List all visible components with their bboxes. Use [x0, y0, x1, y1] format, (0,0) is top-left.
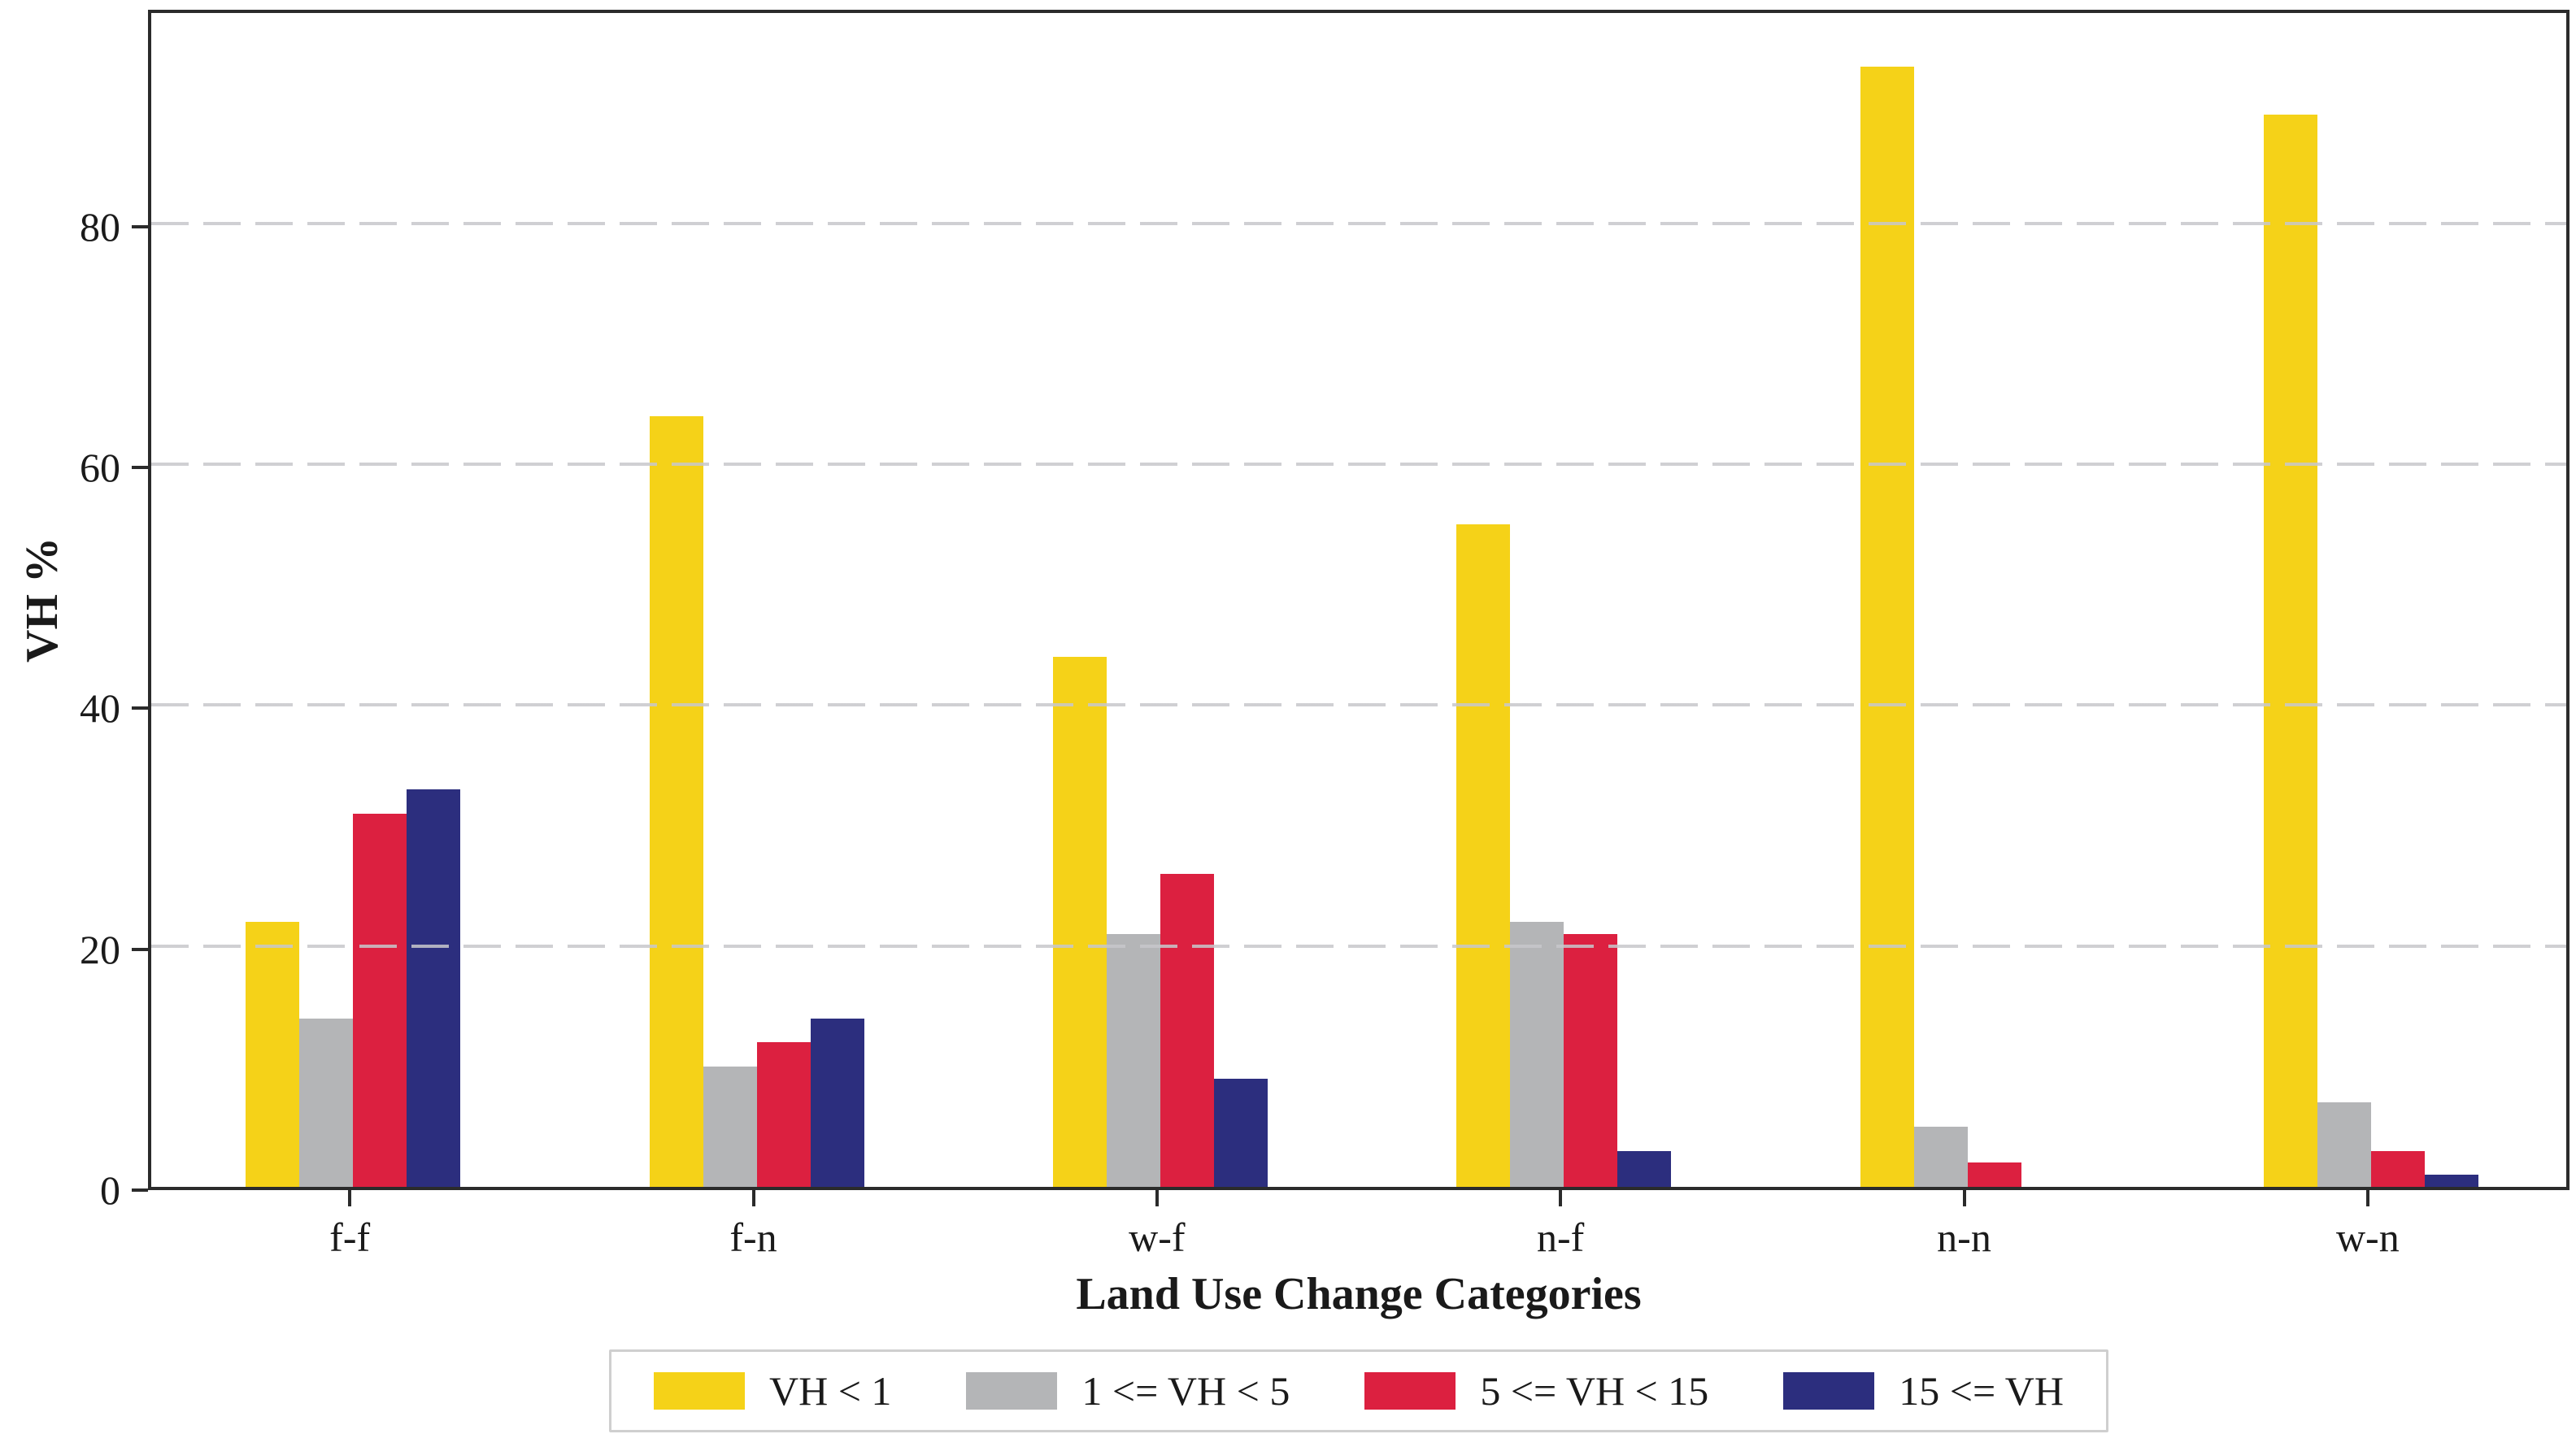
x-tick-label-n-n: n-n [1937, 1215, 1991, 1260]
x-tick-label-w-f: w-f [1129, 1215, 1186, 1260]
bar-f-n-series2 [703, 1066, 757, 1187]
x-tick-mark-w-n [2365, 1190, 2369, 1206]
bar-w-n-series2 [2317, 1102, 2371, 1187]
bar-w-n-series1 [2263, 115, 2317, 1187]
y-tick-label-60: 60 [80, 445, 120, 491]
legend-swatch-icon [1783, 1372, 1875, 1410]
x-tick-mark-n-f [1559, 1190, 1563, 1206]
bar-f-n-series3 [756, 1042, 811, 1187]
legend-item-label: 1 <= VH < 5 [1081, 1368, 1290, 1414]
y-tick-label-40: 40 [80, 685, 120, 732]
y-gridline-80 [151, 221, 2566, 225]
legend-item-label: 5 <= VH < 15 [1480, 1368, 1709, 1414]
bar-f-n-series1 [649, 415, 703, 1187]
bar-w-f-series4 [1213, 1078, 1268, 1187]
bar-w-f-series1 [1052, 657, 1107, 1187]
legend-swatch-icon [1364, 1372, 1456, 1410]
legend-item-2: 1 <= VH < 5 [966, 1368, 1290, 1414]
x-tick-mark-f-f [348, 1190, 352, 1206]
legend-swatch-icon [654, 1372, 746, 1410]
y-tick-label-0: 0 [100, 1167, 120, 1213]
x-tick-label-n-f: n-f [1537, 1215, 1585, 1260]
legend-item-label: VH < 1 [769, 1368, 892, 1414]
x-tick-mark-n-n [1962, 1190, 1966, 1206]
bar-w-f-series2 [1106, 933, 1160, 1187]
bar-n-f-series2 [1510, 922, 1564, 1187]
y-tick-mark-0 [132, 1188, 148, 1192]
bar-n-n-series3 [1967, 1162, 2021, 1187]
legend-item-3: 5 <= VH < 15 [1364, 1368, 1708, 1414]
legend: VH < 1 1 <= VH < 5 5 <= VH < 15 15 <= VH [609, 1349, 2108, 1432]
bar-f-f-series1 [246, 922, 300, 1187]
bar-n-n-series2 [1913, 1126, 1968, 1187]
bar-n-n-series1 [1860, 67, 1914, 1187]
y-tick-mark-40 [132, 706, 148, 710]
y-tick-label-20: 20 [80, 926, 120, 972]
bar-w-f-series3 [1160, 873, 1214, 1187]
legend-item-label: 15 <= VH [1899, 1368, 2064, 1414]
y-gridline-60 [151, 463, 2566, 467]
legend-swatch-icon [966, 1372, 1058, 1410]
legend-item-1: VH < 1 [654, 1368, 891, 1414]
bar-w-n-series3 [2370, 1150, 2425, 1187]
bar-n-f-series1 [1456, 524, 1511, 1187]
bar-f-n-series4 [810, 1018, 864, 1187]
y-tick-mark-80 [132, 224, 148, 228]
bar-w-n-series4 [2424, 1175, 2478, 1187]
x-tick-mark-f-n [751, 1190, 755, 1206]
x-tick-label-f-n: f-n [729, 1215, 777, 1260]
y-tick-mark-20 [132, 947, 148, 951]
y-gridline-40 [151, 703, 2566, 707]
plot-area [148, 10, 2569, 1190]
y-gridline-20 [151, 944, 2566, 948]
y-tick-label-80: 80 [80, 203, 120, 250]
bar-f-f-series2 [299, 1018, 354, 1187]
x-tick-label-w-n: w-n [2335, 1215, 2400, 1260]
x-axis-label: Land Use Change Categories [1076, 1269, 1642, 1319]
bar-f-f-series4 [407, 789, 461, 1187]
y-axis-label: VH % [17, 537, 67, 663]
legend-item-4: 15 <= VH [1783, 1368, 2064, 1414]
x-tick-label-f-f: f-f [329, 1215, 371, 1260]
y-tick-mark-60 [132, 466, 148, 470]
bar-f-f-series3 [353, 813, 407, 1187]
x-tick-mark-w-f [1155, 1190, 1159, 1206]
bar-n-f-series3 [1564, 933, 1618, 1187]
bar-n-f-series4 [1617, 1150, 1672, 1187]
